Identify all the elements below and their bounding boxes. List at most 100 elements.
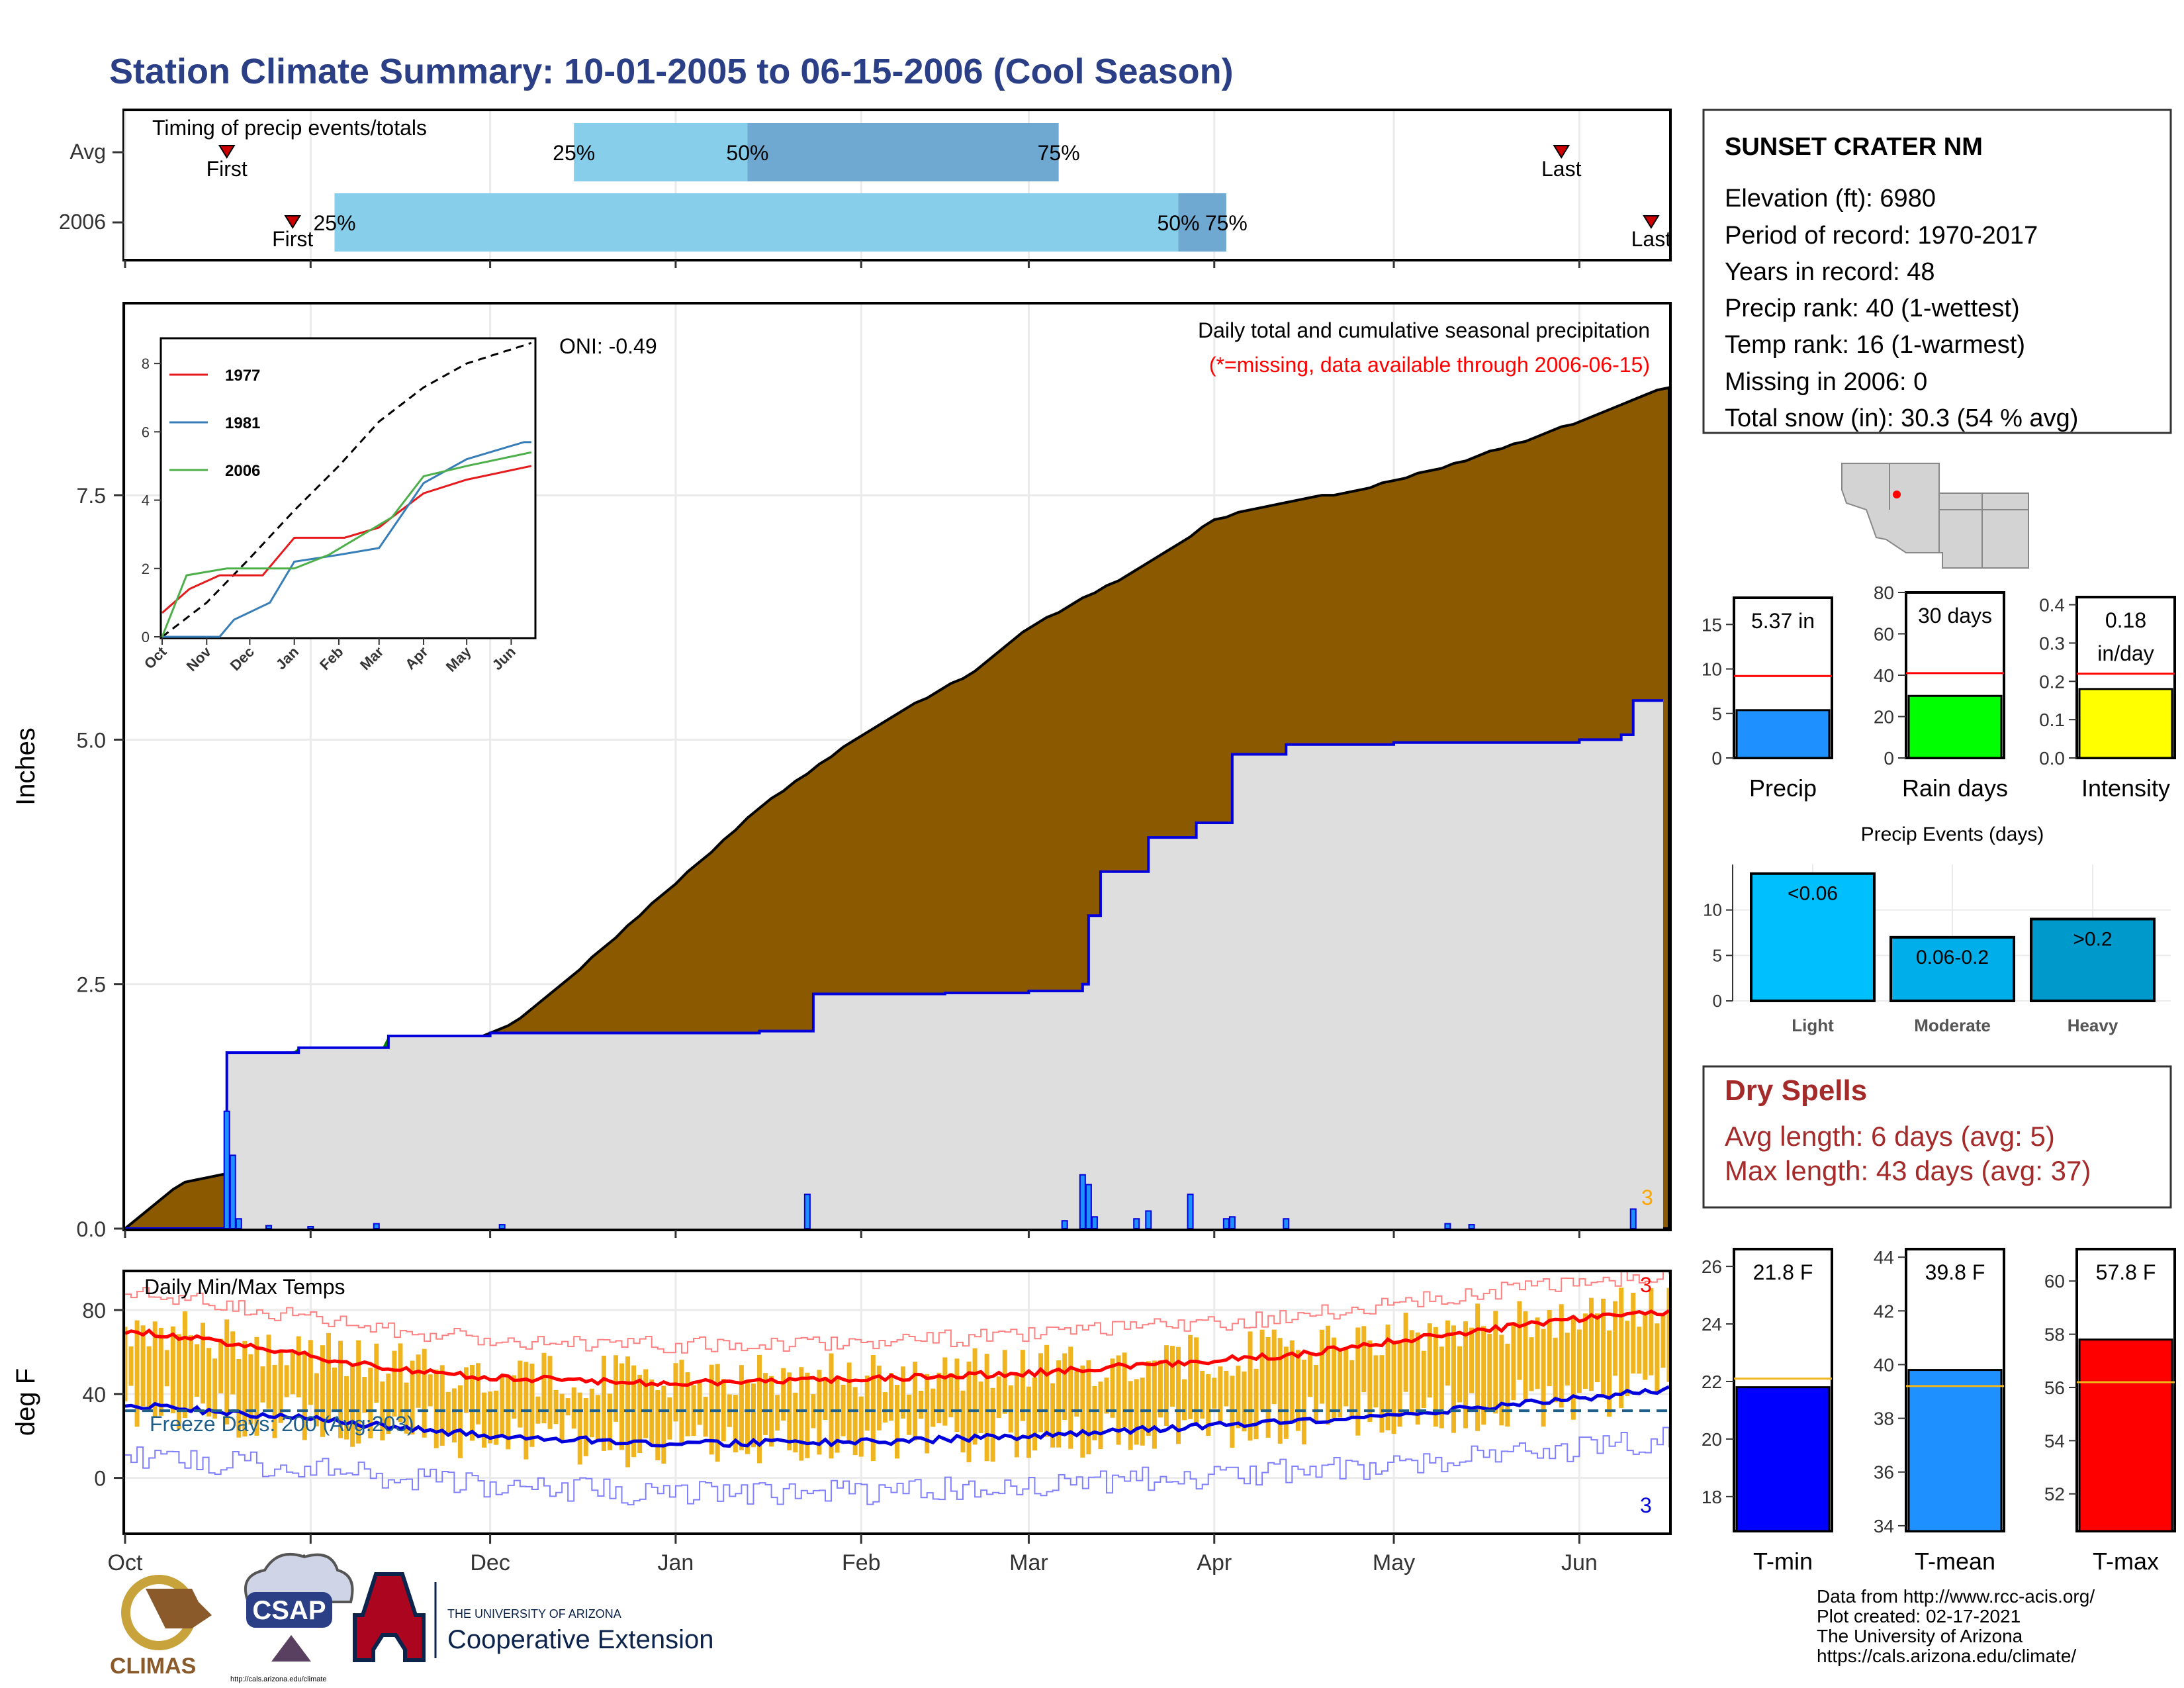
daily-temp-bar — [1666, 1288, 1669, 1382]
daily-temp-bar — [1163, 1345, 1169, 1426]
daily-temp-bar — [296, 1336, 301, 1397]
cumulative-avg-area — [125, 700, 1663, 1229]
daily-temp-bar — [1320, 1329, 1325, 1404]
daily-temp-bar — [1517, 1301, 1522, 1380]
daily-temp-bar — [1188, 1335, 1193, 1419]
precip-ytick-label: 7.5 — [77, 484, 106, 508]
daily-temp-bar — [1505, 1343, 1510, 1427]
daily-temp-bar — [1050, 1383, 1056, 1448]
station-location-marker — [1893, 491, 1901, 498]
daily-temp-bar — [476, 1363, 481, 1425]
daily-temp-bar — [1038, 1353, 1044, 1432]
daily-temp-bar — [1283, 1346, 1289, 1439]
station-line: Elevation (ft): 6980 — [1725, 185, 1936, 212]
station-line: Total snow (in): 30.3 (54 % avg) — [1725, 404, 2078, 432]
precip-caption: Daily total and cumulative seasonal prec… — [1198, 318, 1650, 342]
tmax-summary-bar — [2078, 1338, 2173, 1532]
first-event-marker — [218, 145, 236, 159]
daily-temp-bar — [751, 1383, 756, 1448]
daily-temp-bar — [1332, 1337, 1337, 1419]
intensity-value-unit: in/day — [2097, 641, 2154, 665]
daily-temp-bar — [667, 1397, 672, 1440]
station-line: Missing in 2006: 0 — [1725, 368, 1927, 396]
daily-temp-bar — [805, 1372, 810, 1458]
daily-temp-bar — [1649, 1288, 1654, 1376]
daily-temp-bar — [195, 1344, 200, 1397]
daily-temp-bar — [1637, 1327, 1642, 1374]
daily-temp-bar — [1086, 1360, 1091, 1454]
daily-temp-bar — [919, 1390, 924, 1419]
inset-1981-line — [162, 441, 531, 638]
dry-spells-title: Dry Spells — [1725, 1074, 1867, 1107]
daily-temp-bar — [757, 1354, 762, 1464]
daily-temp-bar — [356, 1340, 361, 1444]
daily-temp-bar — [404, 1382, 409, 1434]
daily-temp-bar — [1313, 1364, 1318, 1423]
daily-temp-bar — [775, 1395, 780, 1431]
timing-p25-label: 25% — [313, 211, 355, 235]
daily-temp-bar — [1421, 1350, 1426, 1409]
daily-temp-bar — [308, 1340, 313, 1405]
precip-total-ytick-label: 5 — [1711, 704, 1722, 724]
daily-precip-bar — [1085, 1184, 1092, 1229]
daily-temp-bar — [386, 1374, 391, 1434]
daily-temp-bar — [1588, 1297, 1594, 1391]
events-bar-label: <0.06 — [1788, 883, 1838, 905]
events-category-label: Moderate — [1914, 1015, 1991, 1035]
tmin-summary-ytick-label: 18 — [1702, 1487, 1722, 1507]
daily-temp-bar — [1469, 1327, 1475, 1393]
daily-temp-bar — [1493, 1311, 1498, 1414]
daily-precip-bar — [1444, 1223, 1451, 1229]
tmean-summary-chart: 34 36 38 40 42 44 39.8 F T-mean — [1874, 1247, 2005, 1575]
temp-panel: 0 40 80 deg F Daily Min/Max Temps Freeze D… — [11, 1270, 1672, 1535]
csap-mountain-icon — [271, 1635, 311, 1662]
daily-temp-bar — [1253, 1368, 1259, 1440]
daily-temp-bar — [170, 1326, 175, 1413]
daily-temp-bar — [559, 1393, 565, 1442]
daily-temp-bar — [201, 1323, 206, 1404]
tmax-summary-label: T-max — [2093, 1548, 2159, 1575]
daily-temp-bar — [1206, 1374, 1211, 1436]
daily-temp-bar — [1553, 1337, 1558, 1403]
dry-spells-max: Max length: 43 days (avg: 37) — [1725, 1155, 2091, 1186]
tmean-summary-ytick-label: 42 — [1874, 1301, 1894, 1321]
daily-temp-bar — [679, 1360, 684, 1443]
precip-total-label: Precip — [1749, 774, 1817, 802]
inset-1977-line — [161, 465, 532, 614]
daily-temp-bar — [1104, 1378, 1109, 1414]
first-event-marker — [284, 215, 301, 229]
daily-temp-bar — [661, 1385, 666, 1464]
timing-p75-label: 75% — [1205, 211, 1248, 235]
daily-temp-bar — [595, 1395, 600, 1441]
tmax-record-count: 3 — [1640, 1273, 1652, 1297]
tmin-summary-bar — [1735, 1386, 1831, 1532]
csap-logo-text: CSAP — [252, 1596, 326, 1625]
daily-temp-bar — [236, 1359, 242, 1438]
timing-row-avg-label: Avg — [69, 140, 106, 164]
daily-temp-bar — [1169, 1346, 1175, 1407]
daily-temp-bar — [1355, 1327, 1361, 1436]
daily-temp-bar — [1224, 1370, 1229, 1407]
precip-total-bar — [1735, 709, 1831, 759]
daily-precip-bar — [1283, 1218, 1290, 1229]
daily-temp-bar — [1338, 1350, 1343, 1418]
daily-temp-bar — [1002, 1350, 1007, 1414]
intensity-bar — [2078, 688, 2173, 759]
daily-temp-bar — [1475, 1303, 1480, 1431]
tmax-summary-ytick-label: 60 — [2044, 1271, 2065, 1291]
daily-temp-bar — [655, 1390, 660, 1461]
month-label: Jun — [1561, 1550, 1598, 1575]
daily-temp-bar — [422, 1348, 427, 1438]
daily-temp-bar — [978, 1382, 983, 1433]
daily-precip-bar — [1133, 1218, 1140, 1229]
tmin-summary-ytick-label: 22 — [1702, 1372, 1722, 1392]
daily-temp-bar — [1463, 1321, 1469, 1429]
intensity-label: Intensity — [2081, 774, 2170, 802]
daily-temp-bar — [248, 1354, 253, 1425]
daily-temp-bar — [1643, 1315, 1648, 1380]
daily-temp-bar — [146, 1346, 152, 1409]
daily-temp-bar — [673, 1363, 678, 1422]
daily-temp-bar — [1385, 1325, 1390, 1430]
